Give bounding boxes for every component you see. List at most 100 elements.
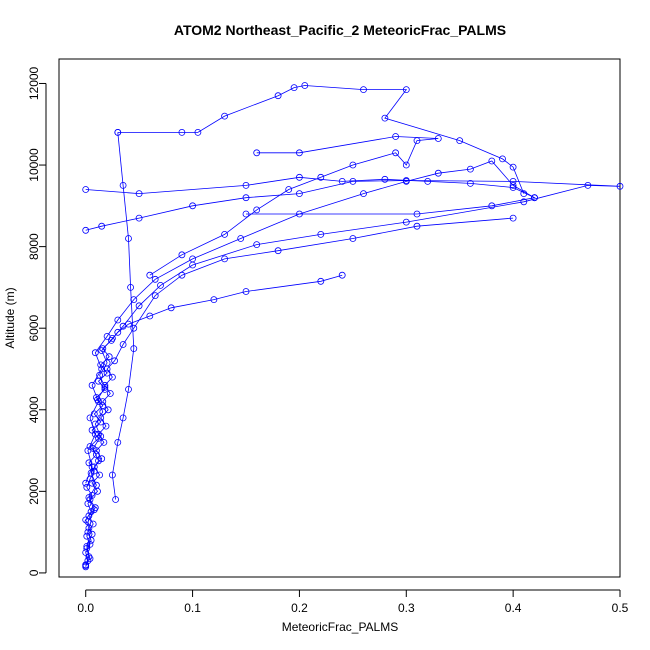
data-point: [91, 349, 99, 357]
data-point: [112, 496, 119, 503]
data-point: [111, 357, 118, 365]
data-point: [194, 128, 202, 136]
data-point: [90, 463, 98, 471]
x-axis: 0.0 0.1 0.2 0.3 0.4 0.5: [77, 589, 629, 615]
data-point: [130, 324, 138, 332]
data-point: [381, 175, 389, 183]
data-point: [360, 190, 367, 198]
data-point: [82, 186, 90, 193]
data-point: [88, 530, 96, 538]
series-line: [85, 180, 621, 566]
series-3: [82, 177, 624, 569]
data-point: [285, 186, 293, 193]
data-point: [301, 82, 309, 89]
data-point: [242, 194, 250, 202]
series-line: [85, 217, 514, 565]
data-point: [402, 86, 410, 93]
chart-title: ATOM2 Northeast_Pacific_2 MeteoricFrac_P…: [174, 22, 506, 38]
data-point: [178, 251, 186, 259]
data-point: [101, 381, 109, 389]
data-point: [146, 312, 154, 320]
data-point: [95, 398, 102, 406]
x-tick-label: 0.0: [77, 601, 94, 615]
data-point: [127, 283, 135, 291]
x-tick-label: 0.1: [184, 601, 201, 615]
series-line: [117, 85, 525, 194]
data-point: [210, 296, 218, 304]
data-point: [97, 361, 105, 369]
data-point: [290, 84, 298, 91]
data-point: [295, 190, 303, 198]
data-point: [466, 179, 474, 187]
data-point: [135, 190, 143, 198]
data-point: [151, 275, 159, 283]
series-2: [82, 214, 517, 569]
series-line: [149, 136, 439, 276]
data-point: [86, 414, 94, 422]
data-point: [84, 447, 92, 455]
data-point: [402, 161, 410, 169]
data-point: [157, 281, 164, 289]
data-point: [509, 214, 517, 222]
plot-frame: [58, 58, 621, 578]
data-point: [119, 181, 127, 189]
data-point: [466, 165, 474, 173]
data-point: [360, 86, 367, 93]
data-point: [98, 347, 106, 355]
data-point: [253, 149, 261, 157]
data-point: [106, 390, 114, 397]
data-point: [95, 457, 102, 465]
series-layer: [82, 82, 624, 571]
y-tick-label: 12000: [27, 66, 41, 100]
y-axis-label: Altitude (m): [3, 287, 17, 348]
data-point: [253, 206, 261, 214]
y-tick-label: 2000: [27, 478, 41, 505]
y-tick-label: 8000: [27, 233, 41, 260]
data-point: [125, 385, 132, 393]
data-point: [488, 202, 496, 210]
x-tick-label: 0.4: [505, 601, 522, 615]
data-point: [84, 528, 92, 536]
data-point: [392, 133, 400, 140]
data-point: [242, 181, 250, 189]
data-point: [109, 471, 116, 479]
y-tick-label: 4000: [27, 396, 41, 423]
data-point: [88, 381, 96, 389]
data-point: [85, 494, 93, 501]
data-point: [119, 341, 127, 348]
data-point: [242, 288, 250, 295]
series-5: [146, 133, 442, 279]
data-point: [99, 408, 107, 416]
data-point: [130, 345, 138, 353]
data-point: [434, 169, 442, 177]
data-point: [135, 214, 143, 222]
data-point: [434, 135, 442, 142]
data-point: [237, 235, 245, 242]
y-axis: 0 2000 4000 6000 8000 10000 12000: [27, 66, 47, 576]
series-7: [109, 128, 138, 503]
y-tick-label: 10000: [27, 148, 41, 182]
data-point: [130, 296, 138, 304]
data-point: [616, 182, 624, 190]
data-point: [189, 255, 197, 263]
data-point: [413, 137, 421, 145]
data-point: [102, 422, 110, 430]
data-point: [349, 235, 357, 242]
data-point: [338, 177, 346, 185]
data-point: [381, 114, 389, 122]
data-point: [125, 235, 132, 242]
data-point: [338, 271, 346, 279]
data-point: [509, 163, 517, 171]
data-point: [520, 198, 528, 206]
data-point: [103, 359, 111, 367]
data-point: [221, 255, 229, 263]
x-tick-label: 0.2: [291, 601, 308, 615]
y-tick-label: 0: [27, 569, 41, 576]
data-point: [83, 483, 91, 491]
data-point: [119, 414, 127, 422]
data-point: [317, 277, 325, 285]
data-point: [424, 177, 432, 185]
data-point: [221, 230, 229, 238]
data-point: [499, 155, 506, 163]
